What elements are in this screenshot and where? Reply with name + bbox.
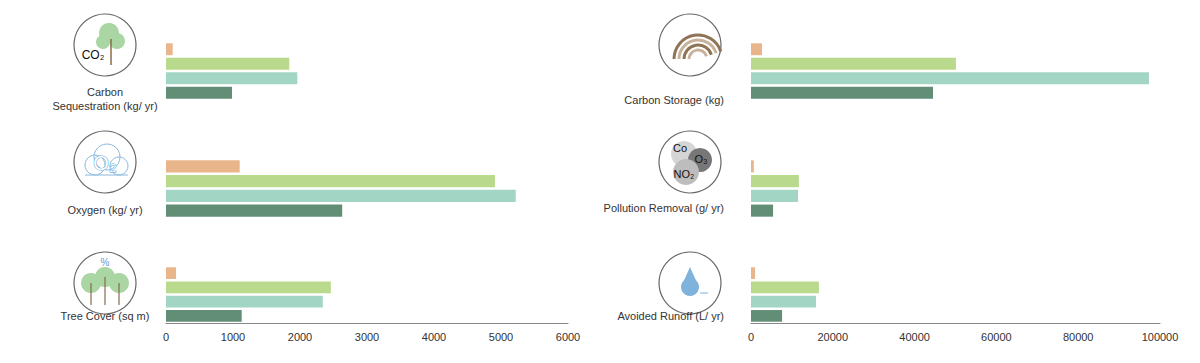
svg-text:4000: 4000 (422, 331, 446, 343)
svg-text:100000: 100000 (1142, 331, 1179, 343)
svg-text:20000: 20000 (818, 331, 849, 343)
svg-text:Avoided Runoff (L/ yr): Avoided Runoff (L/ yr) (617, 310, 724, 322)
svg-text:%: % (101, 257, 110, 268)
svg-text:Pollution Removal (g/ yr): Pollution Removal (g/ yr) (604, 202, 724, 214)
svg-text:O₂: O₂ (93, 152, 116, 174)
svg-text:5000: 5000 (489, 331, 513, 343)
svg-text:0: 0 (163, 331, 169, 343)
svg-text:6000: 6000 (556, 331, 580, 343)
svg-text:O₃: O₃ (694, 153, 707, 165)
svg-text:1000: 1000 (221, 331, 245, 343)
svg-text:Co: Co (673, 142, 687, 154)
svg-text:Tree Cover (sq m): Tree Cover (sq m) (61, 310, 150, 322)
svg-text:Oxygen (kg/ yr): Oxygen (kg/ yr) (67, 204, 142, 216)
svg-text:60000: 60000 (981, 331, 1012, 343)
svg-text:3000: 3000 (355, 331, 379, 343)
svg-text:2000: 2000 (288, 331, 312, 343)
svg-text:NO₂: NO₂ (674, 168, 695, 180)
svg-text:CO₂: CO₂ (82, 48, 105, 62)
svg-text:80000: 80000 (1063, 331, 1094, 343)
svg-text:0: 0 (748, 331, 754, 343)
svg-text:40000: 40000 (899, 331, 930, 343)
svg-text:Carbon: Carbon (87, 86, 123, 98)
svg-text:Carbon Storage (kg): Carbon Storage (kg) (624, 94, 724, 106)
svg-text:Sequestration (kg/ yr): Sequestration (kg/ yr) (52, 100, 157, 112)
